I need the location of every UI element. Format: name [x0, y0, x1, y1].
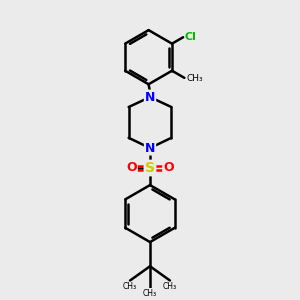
Text: CH₃: CH₃ — [143, 290, 157, 298]
Text: Cl: Cl — [184, 32, 196, 42]
Text: CH₃: CH₃ — [123, 282, 137, 291]
Text: S: S — [145, 161, 155, 175]
Text: CH₃: CH₃ — [187, 74, 203, 83]
Text: O: O — [126, 161, 137, 175]
Text: N: N — [145, 91, 155, 103]
Text: CH₃: CH₃ — [163, 282, 177, 291]
Text: O: O — [163, 161, 174, 175]
Text: N: N — [145, 142, 155, 154]
